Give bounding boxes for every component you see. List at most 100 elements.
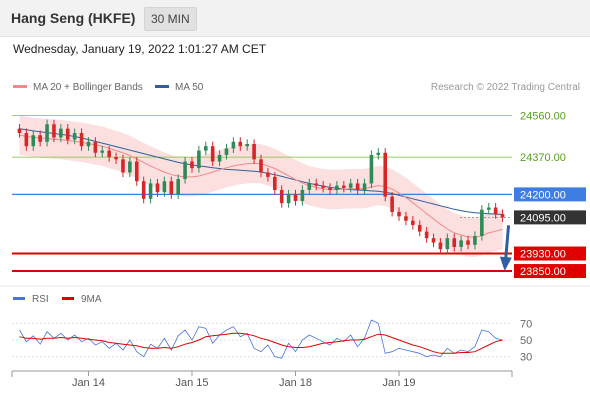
candle-body [411,220,415,226]
candle-body [148,183,153,199]
candle-body [190,161,194,169]
candle-body [321,185,325,188]
level-label-last: 24095.00 [520,212,566,224]
level-label-support: 23850.00 [520,266,566,278]
candle-body [65,128,70,140]
chart-header: Hang Seng (HKFE) 30 MIN [0,0,590,37]
candle-body [31,135,36,147]
x-tick-label: Jan 18 [279,377,312,389]
candle-body [397,211,401,217]
candle-body [342,185,346,188]
candle-body [459,240,463,247]
rsi-ma-legend-label: 9MA [81,294,102,305]
candle-body [72,133,77,140]
candle-body [93,141,98,153]
candle-body [300,190,305,201]
legend-swatch-ma50 [155,85,169,88]
candle-body [383,152,388,197]
candle-body [466,240,470,245]
candle-body [86,141,91,147]
candle-body [176,179,180,195]
candle-body [417,225,422,232]
candle-body [486,207,491,210]
level-box-support [514,264,586,279]
candle-body [259,159,263,173]
candle-body [279,190,284,204]
legend-swatch-ma20 [13,85,27,88]
rsi-legend-label: RSI [32,294,49,305]
legend-label-ma50: MA 50 [175,82,204,93]
candle-body [493,207,498,215]
rsi-tick-label: 30 [520,352,532,364]
candle-body [128,161,132,173]
rsi-legend-swatch [13,297,25,300]
x-tick-label: Jan 19 [383,377,416,389]
rsi-tick-label: 70 [520,318,532,330]
candle-body [114,157,118,160]
candle-body [266,172,270,177]
rsi-ma-legend-swatch [62,297,74,300]
candle-body [348,183,353,188]
candle-body [369,154,374,184]
candle-body [252,144,256,160]
candle-body [376,152,381,155]
candle-body [480,209,484,236]
rsi-ma-line [19,332,503,354]
candle-body [45,124,49,142]
forecast-arrow-head [499,256,512,272]
bollinger-band [19,115,503,257]
chart-datetime: Wednesday, January 19, 2022 1:01:27 AM C… [13,42,267,56]
candle-body [24,133,29,147]
candle-body [224,148,229,155]
candle-body [210,146,215,162]
candle-body [424,231,429,239]
candle-body [217,154,222,162]
candle-body [355,183,360,190]
candle-body [107,150,111,158]
candle-body [141,181,146,199]
candle-body [445,238,450,250]
level-label-pivot: 24200.00 [520,189,566,201]
candle-body [273,176,277,190]
timeframe-button[interactable]: 30 MIN [144,7,197,31]
candle-body [404,216,408,221]
candle-body [438,242,443,250]
candle-body [431,238,436,243]
rsi-line [19,319,503,359]
level-label-support: 23930.00 [520,249,566,261]
candle-body [155,183,160,193]
candle-body [79,133,84,147]
x-tick-label: Jan 15 [175,377,208,389]
candle-body [238,141,243,147]
legend-label-ma20: MA 20 + Bollinger Bands [33,82,143,93]
candle-body [134,161,139,182]
candle-body [100,150,105,153]
candle-body [390,196,394,212]
candle-body [452,238,457,247]
candle-body [121,159,125,173]
candle-body [52,124,56,138]
x-tick-label: Jan 14 [72,377,105,389]
chart-credit: Research © 2022 Trading Central [431,82,580,93]
candle-body [293,194,298,201]
level-box-pivot [514,187,586,202]
candle-body [162,181,167,193]
candle-body [328,187,332,190]
candle-body [335,185,339,190]
level-label-resistance: 24560.00 [520,111,566,123]
candle-body [59,128,63,138]
candle-body [286,194,291,204]
candle-body [197,150,201,169]
level-box-last [514,210,586,225]
candle-body [473,236,477,245]
candle-body [307,183,312,190]
instrument-title: Hang Seng (HKFE) [11,10,136,26]
candle-body [169,181,174,195]
level-label-resistance: 24370.00 [520,152,566,164]
candle-body [183,161,187,180]
rsi-tick-label: 50 [520,335,532,347]
candle-body [17,128,22,134]
candle-body [231,141,236,149]
candle-body [38,135,42,142]
